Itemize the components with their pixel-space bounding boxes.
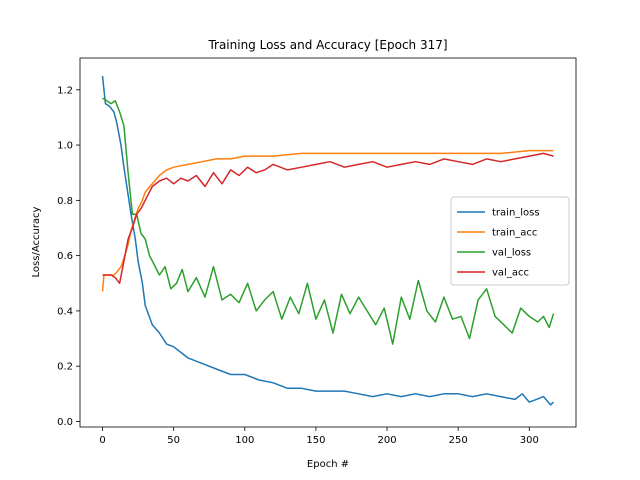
y-tick-label: 0.2 [57, 362, 73, 373]
series-layer [101, 75, 555, 406]
plot-frame [79, 57, 577, 428]
series-line-train-acc [101, 149, 554, 292]
y-axis: 0.0 0.2 0.4 0.6 0.8 1.0 1.2 [57, 85, 80, 428]
x-tick-label: 300 [520, 435, 539, 446]
legend-label-train-loss: train_loss [492, 208, 540, 219]
series-line-val-acc [102, 152, 554, 285]
x-tick-label: 0 [99, 435, 105, 446]
x-axis-label: Epoch # [307, 459, 349, 470]
x-tick-label: 250 [449, 435, 468, 446]
legend-frame [450, 196, 570, 286]
y-tick-label: 0.6 [57, 251, 73, 262]
y-tick-label: 1.0 [57, 141, 73, 152]
legend-label-val-loss: val_loss [492, 248, 531, 259]
series-line-val-loss [102, 97, 555, 345]
legend-label-val-acc: val_acc [492, 268, 529, 279]
x-tick-label: 50 [167, 435, 180, 446]
y-tick-label: 1.2 [57, 85, 73, 96]
legend-label-train-acc: train_acc [492, 228, 537, 239]
legend: train_loss train_acc val_loss val_acc [450, 196, 570, 286]
chart-title: Training Loss and Accuracy [Epoch 317] [207, 38, 447, 52]
x-tick-label: 200 [377, 435, 396, 446]
x-tick-label: 150 [306, 435, 325, 446]
x-tick-label: 100 [235, 435, 254, 446]
x-axis: 0 50 100 150 200 250 300 [99, 427, 539, 446]
series-line-train-loss [101, 75, 555, 406]
y-tick-label: 0.8 [57, 196, 73, 207]
y-axis-label: Loss/Accuracy [31, 206, 42, 277]
y-tick-label: 0.0 [57, 417, 73, 428]
y-tick-label: 0.4 [57, 306, 73, 317]
